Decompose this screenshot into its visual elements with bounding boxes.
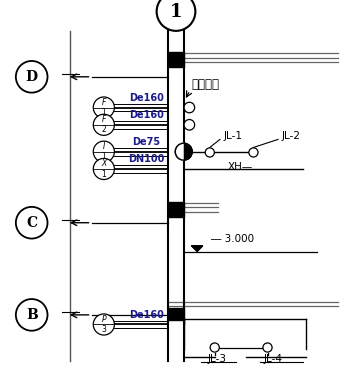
Polygon shape	[191, 246, 203, 252]
Text: De160: De160	[128, 310, 164, 320]
Bar	[168, 308, 184, 320]
Text: 1: 1	[170, 3, 182, 20]
Bar	[168, 202, 184, 217]
Ellipse shape	[263, 343, 272, 352]
Ellipse shape	[16, 61, 48, 93]
Text: JL-1: JL-1	[224, 131, 243, 141]
Text: C: C	[26, 216, 37, 230]
Text: JL-3: JL-3	[208, 354, 227, 364]
Ellipse shape	[16, 207, 48, 238]
Text: I: I	[103, 142, 105, 151]
Text: 2: 2	[101, 126, 106, 134]
Bar	[168, 52, 184, 67]
Text: 1: 1	[101, 170, 106, 179]
Ellipse shape	[93, 114, 114, 135]
Ellipse shape	[205, 148, 214, 157]
Ellipse shape	[93, 158, 114, 180]
Text: D: D	[26, 70, 38, 84]
Ellipse shape	[210, 343, 219, 352]
Ellipse shape	[184, 102, 195, 113]
Ellipse shape	[249, 148, 258, 157]
Text: JL-2: JL-2	[282, 131, 301, 141]
Text: De75: De75	[132, 137, 160, 147]
Ellipse shape	[93, 314, 114, 335]
Text: B: B	[26, 308, 38, 322]
Text: P: P	[101, 315, 106, 324]
Text: 3: 3	[101, 325, 106, 334]
Ellipse shape	[16, 299, 48, 331]
Wedge shape	[175, 142, 184, 161]
Text: XH—: XH—	[228, 162, 253, 172]
Ellipse shape	[184, 119, 195, 130]
Ellipse shape	[93, 141, 114, 162]
Text: DN100: DN100	[128, 154, 164, 164]
Text: ― 3.000: ― 3.000	[211, 234, 254, 244]
Text: F: F	[102, 98, 106, 107]
Text: 1: 1	[101, 152, 106, 161]
Text: 1: 1	[101, 108, 106, 117]
Text: 防水套管: 防水套管	[192, 78, 220, 91]
Ellipse shape	[157, 0, 195, 31]
Text: De160: De160	[128, 93, 164, 103]
Text: F: F	[102, 115, 106, 124]
Ellipse shape	[93, 97, 114, 118]
Text: X: X	[101, 159, 106, 168]
Text: JL-4: JL-4	[264, 354, 283, 364]
Ellipse shape	[175, 143, 192, 160]
Text: De160: De160	[128, 110, 164, 120]
